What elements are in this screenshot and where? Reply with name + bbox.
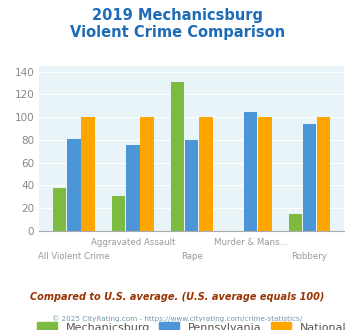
- Text: Rape: Rape: [181, 252, 203, 261]
- Legend: Mechanicsburg, Pennsylvania, National: Mechanicsburg, Pennsylvania, National: [37, 322, 346, 330]
- Bar: [67, 139, 81, 231]
- Text: Compared to U.S. average. (U.S. average equals 100): Compared to U.S. average. (U.S. average …: [30, 292, 325, 302]
- Bar: [81, 117, 95, 231]
- Text: Murder & Mans...: Murder & Mans...: [214, 238, 288, 247]
- Bar: [258, 117, 272, 231]
- Bar: [53, 188, 66, 231]
- Bar: [199, 117, 213, 231]
- Text: 2019 Mechanicsburg: 2019 Mechanicsburg: [92, 8, 263, 23]
- Bar: [140, 117, 154, 231]
- Bar: [289, 214, 302, 231]
- Text: All Violent Crime: All Violent Crime: [38, 252, 110, 261]
- Bar: [112, 196, 125, 231]
- Text: Violent Crime Comparison: Violent Crime Comparison: [70, 25, 285, 40]
- Bar: [317, 117, 331, 231]
- Text: Robbery: Robbery: [291, 252, 328, 261]
- Bar: [303, 124, 316, 231]
- Bar: [171, 82, 184, 231]
- Bar: [244, 112, 257, 231]
- Bar: [126, 145, 140, 231]
- Bar: [185, 140, 198, 231]
- Text: © 2025 CityRating.com - https://www.cityrating.com/crime-statistics/: © 2025 CityRating.com - https://www.city…: [53, 315, 302, 322]
- Text: Aggravated Assault: Aggravated Assault: [91, 238, 175, 247]
